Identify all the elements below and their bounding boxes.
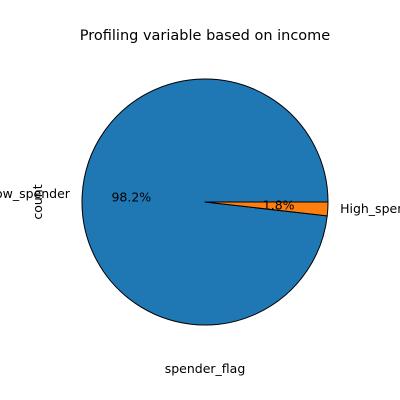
pie-slice-high-spender [204, 201, 329, 217]
x-axis-label: spender_flag [165, 361, 246, 376]
slice-percent-high-spender: 1.8% [263, 198, 295, 213]
pie-labels: Low_spender 98.2% High_spender 1.8% [0, 186, 400, 216]
pie-slices [81, 78, 329, 326]
y-axis-label: count [30, 184, 45, 219]
slice-label-high-spender: High_spender [340, 201, 400, 216]
slice-percent-low-spender: 98.2% [111, 189, 151, 204]
slice-label-low-spender: Low_spender [0, 186, 71, 201]
chart-title: Profiling variable based on income [80, 28, 331, 44]
